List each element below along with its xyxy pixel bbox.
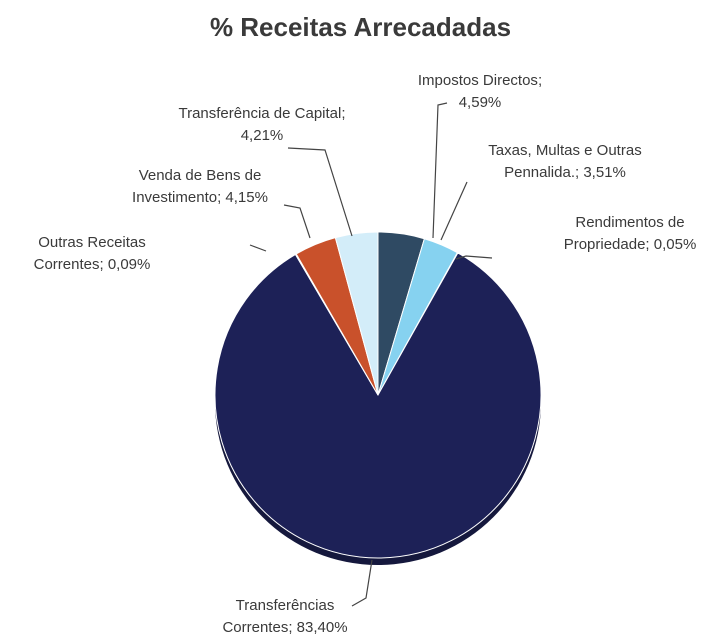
value-label: 3,51% <box>583 164 626 181</box>
slice-label: Transferências Correntes; 83,40% <box>215 595 355 639</box>
slice-label: Rendimentos de Propriedade; 0,05% <box>558 212 703 256</box>
leader-line <box>351 559 373 607</box>
category-label: Taxas, Multas e Outras Pennalida. <box>488 142 642 181</box>
value-label: 83,40% <box>296 619 348 636</box>
category-label: Rendimentos de Propriedade <box>563 214 685 253</box>
slice-label: Impostos Directos; 4,59% <box>405 70 555 114</box>
label-separator: ; <box>537 72 543 89</box>
category-label: Outras Receitas Correntes <box>33 234 146 273</box>
value-label: 4,21% <box>240 127 284 144</box>
leader-line <box>249 244 267 252</box>
leader-line <box>455 255 493 260</box>
value-label: 0,09% <box>107 256 151 273</box>
pie-slice <box>334 231 379 396</box>
label-separator: ; <box>217 189 222 206</box>
category-label: Transferência de Capital <box>178 105 342 122</box>
label-separator: ; <box>341 105 346 122</box>
slice-label: Outras Receitas Correntes; 0,09% <box>27 232 157 276</box>
slice-label: Venda de Bens de Investimento; 4,15% <box>125 165 275 209</box>
pie <box>214 231 542 559</box>
category-label: Impostos Directos <box>417 72 538 89</box>
label-separator: ; <box>288 619 293 636</box>
value-label: 4,59% <box>458 94 502 111</box>
pie-slice <box>214 252 542 559</box>
value-label: 0,05% <box>653 236 697 253</box>
leader-line <box>432 102 448 239</box>
category-label: Venda de Bens de Investimento <box>132 167 262 206</box>
leader-line <box>287 147 353 237</box>
label-separator: ; <box>645 236 650 253</box>
slice-label: Taxas, Multas e Outras Pennalida.; 3,51% <box>475 140 655 184</box>
value-label: 4,15% <box>225 189 268 206</box>
label-separator: ; <box>99 256 104 273</box>
chart-title: % Receitas Arrecadadas <box>209 12 512 42</box>
category-label: Transferências Correntes <box>222 597 335 636</box>
label-separator: ; <box>575 164 580 181</box>
leader-line <box>440 181 468 241</box>
leader-line <box>283 204 311 239</box>
slice-label: Transferência de Capital; 4,21% <box>167 103 357 147</box>
